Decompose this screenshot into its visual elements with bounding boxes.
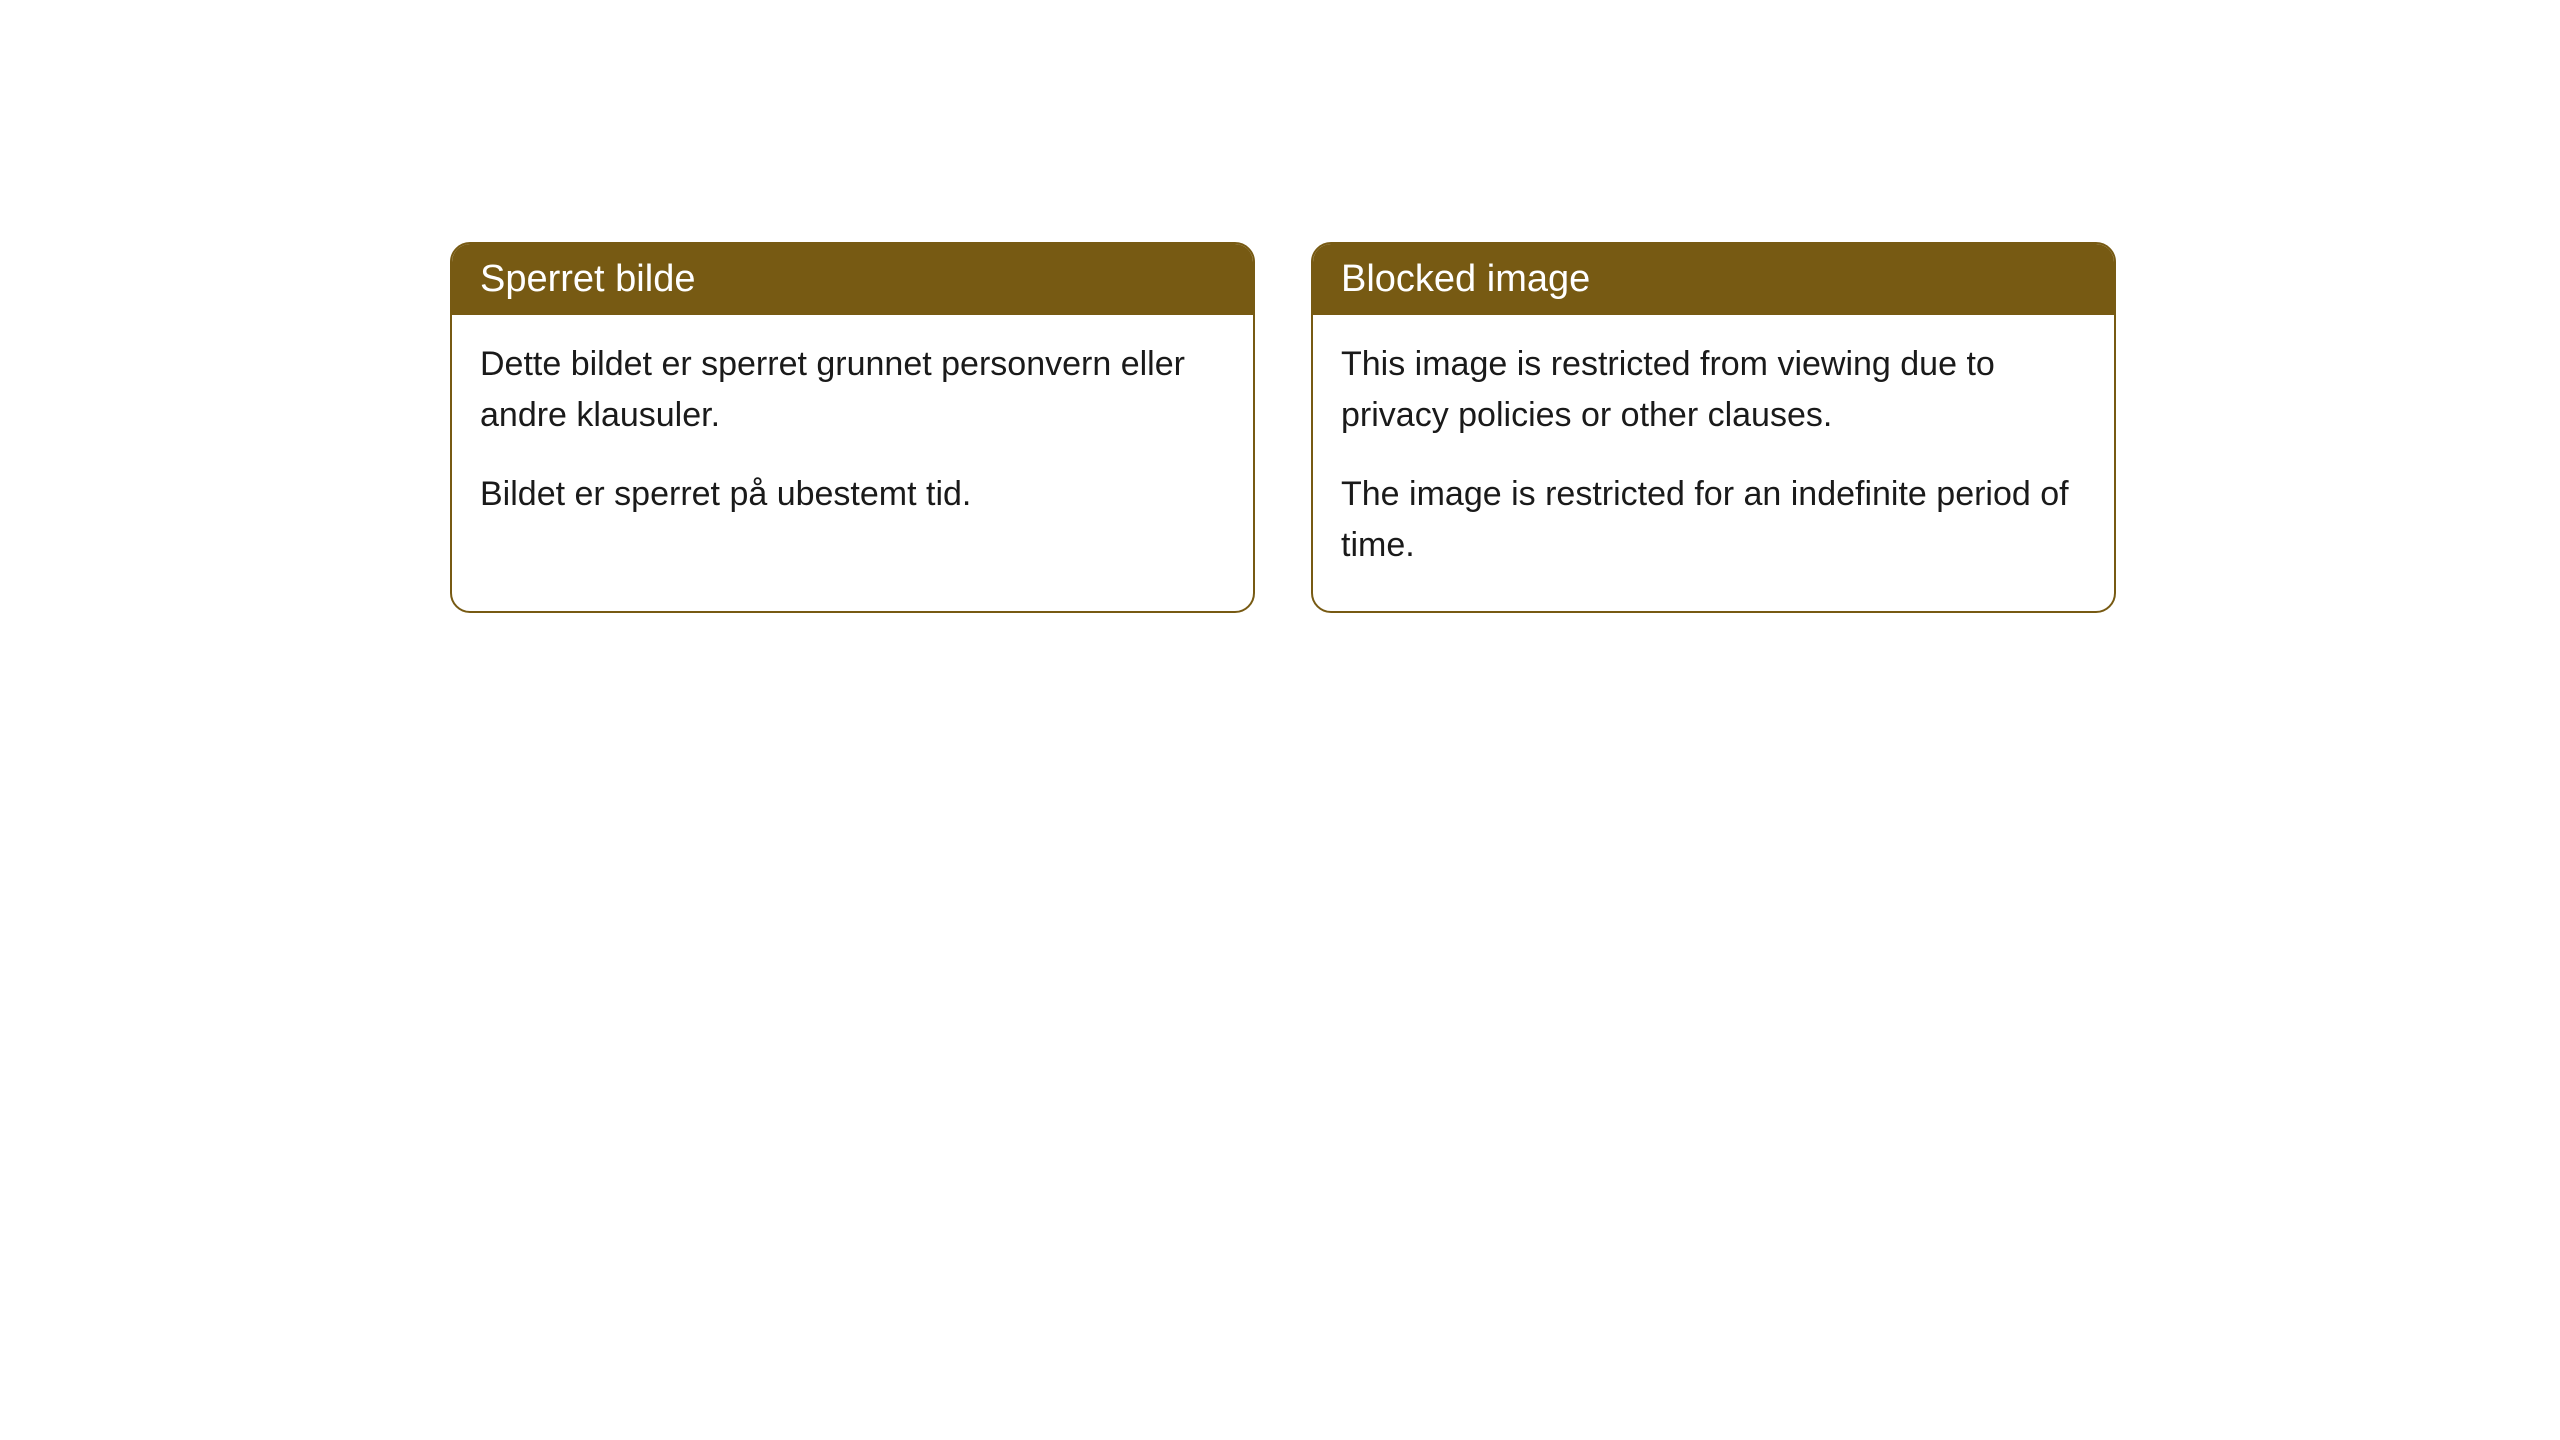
card-body-norwegian: Dette bildet er sperret grunnet personve… (452, 315, 1253, 560)
card-norwegian: Sperret bilde Dette bildet er sperret gr… (450, 242, 1255, 613)
card-header-english: Blocked image (1313, 244, 2114, 315)
card-header-norwegian: Sperret bilde (452, 244, 1253, 315)
card-paragraph-1-norwegian: Dette bildet er sperret grunnet personve… (480, 339, 1225, 441)
card-title-english: Blocked image (1341, 258, 1590, 300)
card-paragraph-1-english: This image is restricted from viewing du… (1341, 339, 2086, 441)
cards-container: Sperret bilde Dette bildet er sperret gr… (450, 242, 2116, 613)
card-paragraph-2-english: The image is restricted for an indefinit… (1341, 469, 2086, 571)
card-title-norwegian: Sperret bilde (480, 258, 695, 300)
card-english: Blocked image This image is restricted f… (1311, 242, 2116, 613)
card-body-english: This image is restricted from viewing du… (1313, 315, 2114, 611)
card-paragraph-2-norwegian: Bildet er sperret på ubestemt tid. (480, 469, 1225, 520)
